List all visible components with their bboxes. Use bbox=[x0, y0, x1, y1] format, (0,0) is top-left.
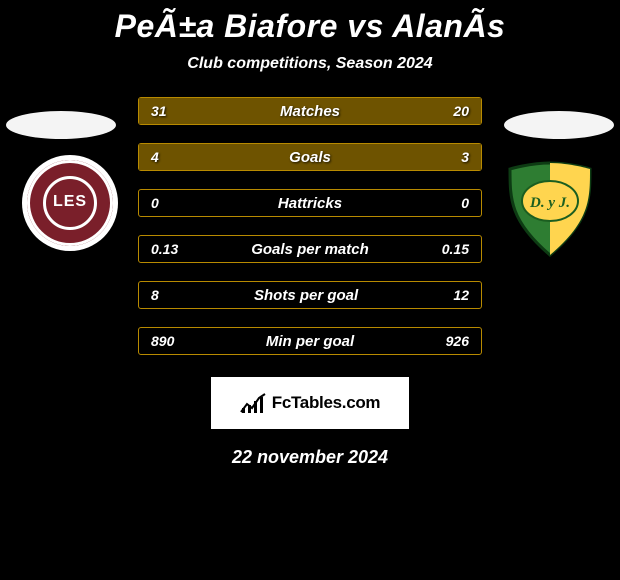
watermark: FcTables.com bbox=[211, 377, 409, 429]
team-left-crest: LES bbox=[22, 155, 118, 251]
fctables-logo-icon bbox=[240, 392, 266, 414]
watermark-text: FcTables.com bbox=[272, 393, 381, 413]
dyj-crest-outer: D. y J. bbox=[502, 159, 598, 259]
stat-value-right: 926 bbox=[446, 333, 481, 349]
right-ellipse-decoration bbox=[504, 111, 614, 139]
stat-row: 4Goals3 bbox=[138, 143, 482, 171]
left-ellipse-decoration bbox=[6, 111, 116, 139]
stat-label: Min per goal bbox=[174, 333, 445, 350]
lanus-crest-inner: LES bbox=[43, 176, 97, 230]
stat-row: 31Matches20 bbox=[138, 97, 482, 125]
dyj-crest-text: D. y J. bbox=[529, 195, 570, 211]
lanus-crest-text: LES bbox=[53, 193, 87, 211]
stat-row: 890Min per goal926 bbox=[138, 327, 482, 355]
stat-value-right: 20 bbox=[453, 103, 481, 119]
team-right-crest: D. y J. bbox=[502, 159, 598, 255]
page-title: PeÃ±a Biafore vs AlanÃs bbox=[0, 8, 620, 45]
stat-row: 8Shots per goal12 bbox=[138, 281, 482, 309]
stat-label: Goals bbox=[159, 149, 461, 166]
lanus-crest-outer: LES bbox=[22, 155, 118, 251]
subtitle: Club competitions, Season 2024 bbox=[0, 55, 620, 73]
stat-row: 0Hattricks0 bbox=[138, 189, 482, 217]
stat-label: Shots per goal bbox=[159, 287, 454, 304]
comparison-card: PeÃ±a Biafore vs AlanÃs Club competition… bbox=[0, 0, 620, 468]
footer-date: 22 november 2024 bbox=[0, 447, 620, 468]
stat-value-left: 0.13 bbox=[139, 241, 178, 257]
stat-value-left: 8 bbox=[139, 287, 159, 303]
stat-label: Goals per match bbox=[178, 241, 442, 258]
main-area: LES D. y J. 31Matches20 4Goals3 bbox=[0, 97, 620, 468]
stat-value-right: 12 bbox=[453, 287, 481, 303]
lanus-crest-ring: LES bbox=[27, 160, 113, 246]
stat-label: Matches bbox=[167, 103, 454, 120]
stats-column: 31Matches20 4Goals3 0Hattricks0 0.13Goals p… bbox=[138, 97, 482, 355]
stat-value-right: 0.15 bbox=[442, 241, 481, 257]
stat-value-right: 3 bbox=[461, 149, 481, 165]
stat-value-left: 890 bbox=[139, 333, 174, 349]
stat-value-left: 31 bbox=[139, 103, 167, 119]
dyj-shield-icon: D. y J. bbox=[502, 159, 598, 259]
stat-value-left: 4 bbox=[139, 149, 159, 165]
stat-row: 0.13Goals per match0.15 bbox=[138, 235, 482, 263]
stat-value-right: 0 bbox=[461, 195, 481, 211]
stat-label: Hattricks bbox=[159, 195, 461, 212]
stat-value-left: 0 bbox=[139, 195, 159, 211]
